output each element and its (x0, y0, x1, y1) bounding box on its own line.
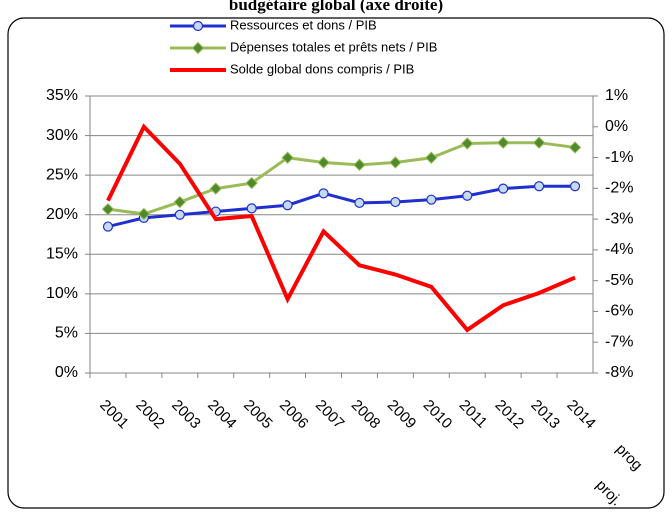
point (137, 207, 151, 221)
y2-tick-label: -3% (605, 210, 633, 227)
point (425, 151, 438, 164)
y-tick-label: 0% (55, 364, 78, 381)
y-tick-label: 30% (46, 127, 78, 144)
point (498, 183, 509, 194)
point (281, 151, 294, 164)
legend-marker (192, 20, 204, 32)
point (317, 156, 330, 169)
point (282, 200, 293, 211)
y-tick-label: 20% (46, 206, 78, 223)
point (390, 196, 401, 208)
legend-label: Solde global dons compris / PIB (230, 61, 414, 76)
y2-tick-label: -7% (605, 333, 633, 350)
y2-tick-label: -5% (605, 272, 633, 289)
point (318, 188, 329, 199)
legend-label: Dépenses totales et prêts nets / PIB (230, 39, 437, 54)
point (174, 209, 185, 220)
point (209, 182, 222, 195)
point (569, 181, 581, 192)
point (245, 176, 258, 190)
point (534, 181, 545, 192)
y-tick-label: 25% (46, 166, 78, 183)
point (246, 203, 257, 214)
y2-tick-label: -6% (605, 303, 633, 320)
chart-border (7, 17, 665, 509)
y2-tick-label: 1% (605, 87, 628, 104)
point (461, 137, 474, 150)
point (101, 202, 115, 216)
legend-marker (191, 41, 205, 55)
point (426, 194, 437, 205)
series-line (107, 184, 576, 229)
point (102, 221, 114, 232)
legend-label: Ressources et dons / PIB (230, 17, 377, 32)
y-tick-label: 35% (46, 87, 78, 104)
y2-tick-label: -1% (605, 149, 633, 166)
point (389, 156, 402, 169)
y-tick-label: 15% (46, 246, 78, 263)
y-tick-label: 10% (46, 285, 78, 302)
chart-title: budgétaire global (axe droite) (229, 0, 443, 14)
point (462, 190, 473, 201)
point (496, 136, 510, 149)
point (353, 158, 366, 172)
y2-tick-label: -8% (605, 364, 633, 381)
y2-tick-label: -4% (605, 241, 633, 258)
point (354, 197, 365, 208)
series-line (106, 123, 576, 333)
point (173, 195, 187, 209)
point (532, 136, 546, 149)
point (568, 141, 582, 154)
y2-tick-label: -2% (605, 180, 633, 197)
y2-tick-label: 0% (605, 118, 628, 135)
y-tick-label: 5% (55, 325, 78, 342)
